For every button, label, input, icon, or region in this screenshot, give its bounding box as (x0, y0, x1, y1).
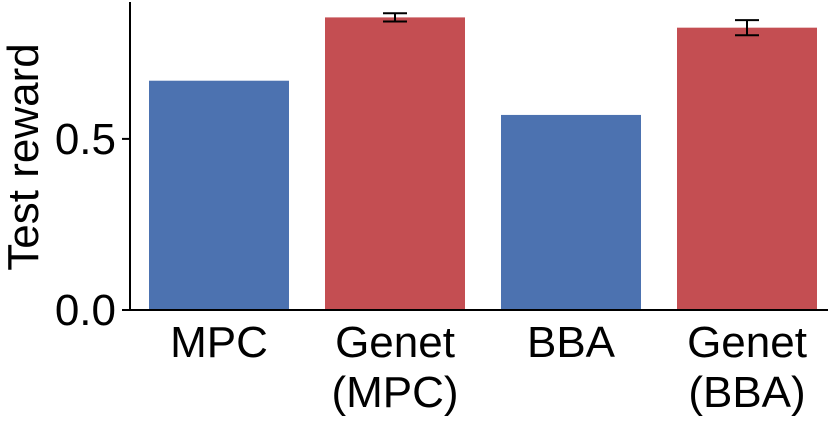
y-tick-label-0: 0.0 (55, 286, 116, 335)
bar-2 (501, 114, 641, 310)
y-axis-title: Test reward (0, 43, 48, 270)
bar-3 (677, 27, 817, 311)
x-tick-label-2: BBA (527, 318, 616, 367)
x-tick-label-0: MPC (170, 318, 268, 367)
y-tick-label-1: 0.5 (55, 115, 116, 164)
bar-1 (325, 17, 465, 311)
bar-0 (149, 80, 289, 310)
error-bar-1 (383, 12, 407, 23)
error-bar-3 (735, 19, 759, 37)
error-bars-layer (383, 12, 759, 37)
x-tick-label-3: Genet (BBA) (687, 318, 807, 417)
x-tick-label-1: Genet (MPC) (331, 318, 458, 417)
axes-layer (122, 2, 828, 311)
bars-layer (149, 17, 817, 311)
labels-layer: MPC Genet (MPC) BBA Genet (BBA) 0.0 0.5 (55, 115, 807, 417)
